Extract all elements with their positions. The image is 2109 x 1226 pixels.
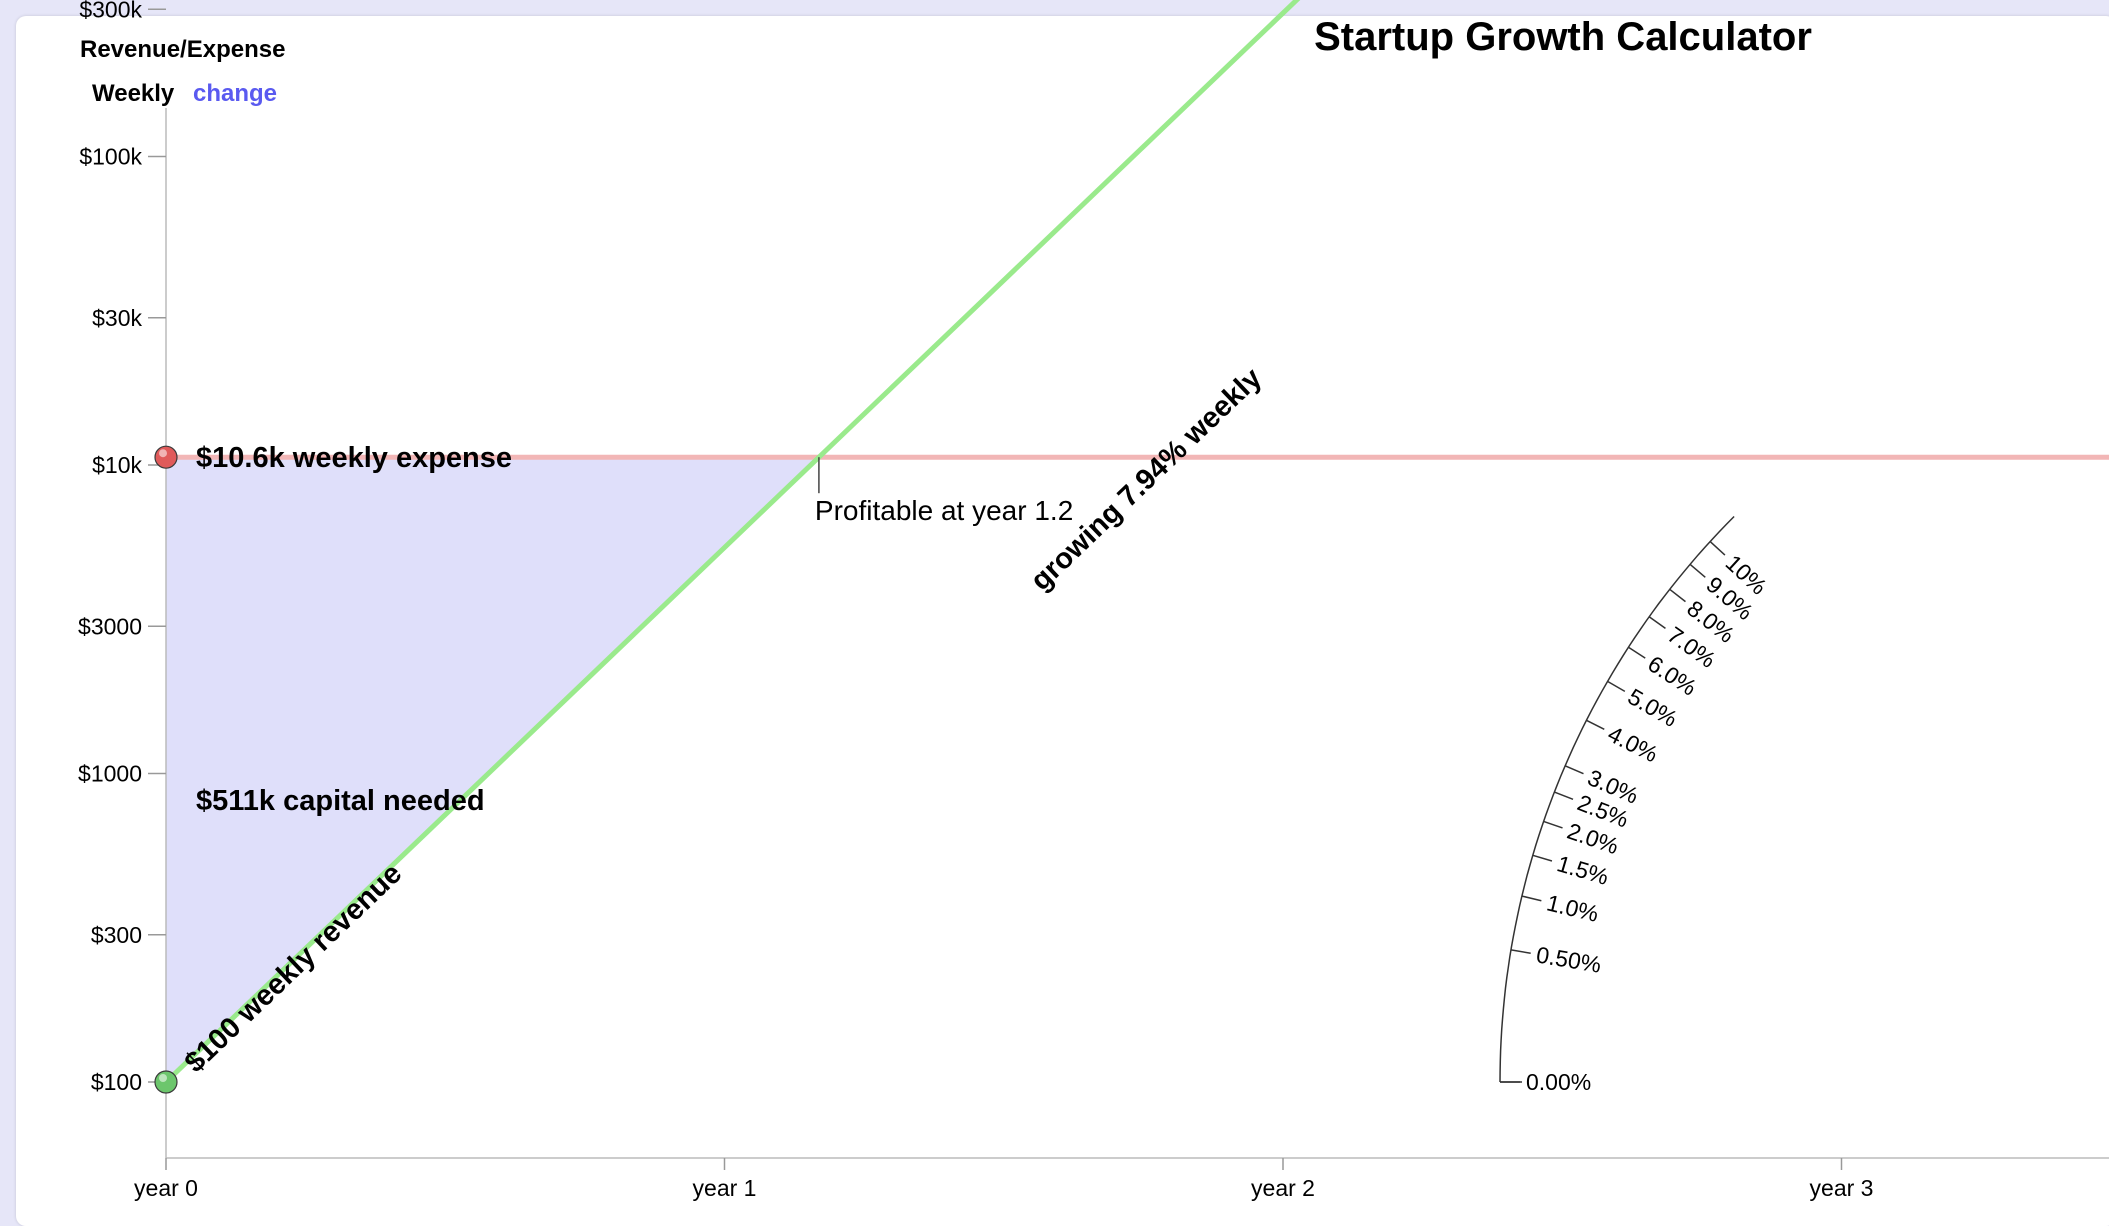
growth-dial-label: 0.00% bbox=[1526, 1069, 1591, 1095]
x-tick-label: year 0 bbox=[134, 1175, 198, 1201]
x-tick-label: year 2 bbox=[1251, 1175, 1315, 1201]
growth-dial-arc bbox=[1499, 515, 1735, 1083]
growth-dial-tick bbox=[1607, 680, 1626, 693]
revenue-start-handle[interactable] bbox=[154, 1070, 178, 1094]
y-tick-label: $300 bbox=[91, 922, 142, 948]
growth-dial-tick bbox=[1564, 765, 1584, 775]
page-title: Startup Growth Calculator bbox=[1314, 15, 1812, 59]
y-tick-label: $3000 bbox=[78, 613, 142, 639]
growth-rate-label: growing 7.94% weekly bbox=[1025, 362, 1268, 597]
y-axis-title: Revenue/Expense bbox=[80, 36, 286, 63]
growth-dial-tick bbox=[1510, 949, 1531, 954]
growth-dial-tick bbox=[1586, 719, 1605, 731]
capital-needed-label: $511k capital needed bbox=[196, 785, 485, 817]
change-period-link[interactable]: change bbox=[193, 80, 278, 107]
y-tick-label: $30k bbox=[92, 305, 142, 331]
growth-dial-tick bbox=[1628, 646, 1646, 659]
y-tick-label: $1000 bbox=[78, 761, 142, 787]
expense-handle-shine bbox=[159, 449, 167, 458]
growth-dial-tick bbox=[1669, 588, 1686, 603]
x-tick-label: year 3 bbox=[1810, 1175, 1874, 1201]
y-tick-label: $100 bbox=[91, 1069, 142, 1095]
growth-dial-tick bbox=[1521, 895, 1542, 902]
y-tick-label: $10k bbox=[92, 452, 142, 478]
expense-handle[interactable] bbox=[154, 445, 178, 469]
growth-dial-tick bbox=[1532, 854, 1553, 862]
profitable-label: Profitable at year 1.2 bbox=[815, 495, 1073, 526]
revenue-line bbox=[164, 0, 1301, 1084]
y-tick-label: $300k bbox=[79, 0, 142, 22]
growth-dial-tick bbox=[1709, 540, 1726, 556]
growth-dial-label: 4.0% bbox=[1604, 720, 1663, 767]
expense-label: $10.6k weekly expense bbox=[196, 442, 512, 474]
growth-dial-label: 0.50% bbox=[1534, 941, 1603, 977]
growth-dial-label: 1.0% bbox=[1544, 889, 1601, 926]
growth-dial-tick bbox=[1689, 563, 1706, 578]
x-tick-label: year 1 bbox=[693, 1175, 757, 1201]
growth-dial-tick bbox=[1648, 616, 1666, 630]
period-label: Weekly bbox=[92, 80, 175, 107]
growth-dial-tick bbox=[1543, 820, 1563, 829]
y-tick-label: $100k bbox=[79, 144, 142, 170]
growth-dial-tick bbox=[1554, 791, 1574, 800]
revenue-start-handle-shine bbox=[159, 1074, 167, 1082]
growth-dial-label: 1.5% bbox=[1554, 850, 1612, 890]
